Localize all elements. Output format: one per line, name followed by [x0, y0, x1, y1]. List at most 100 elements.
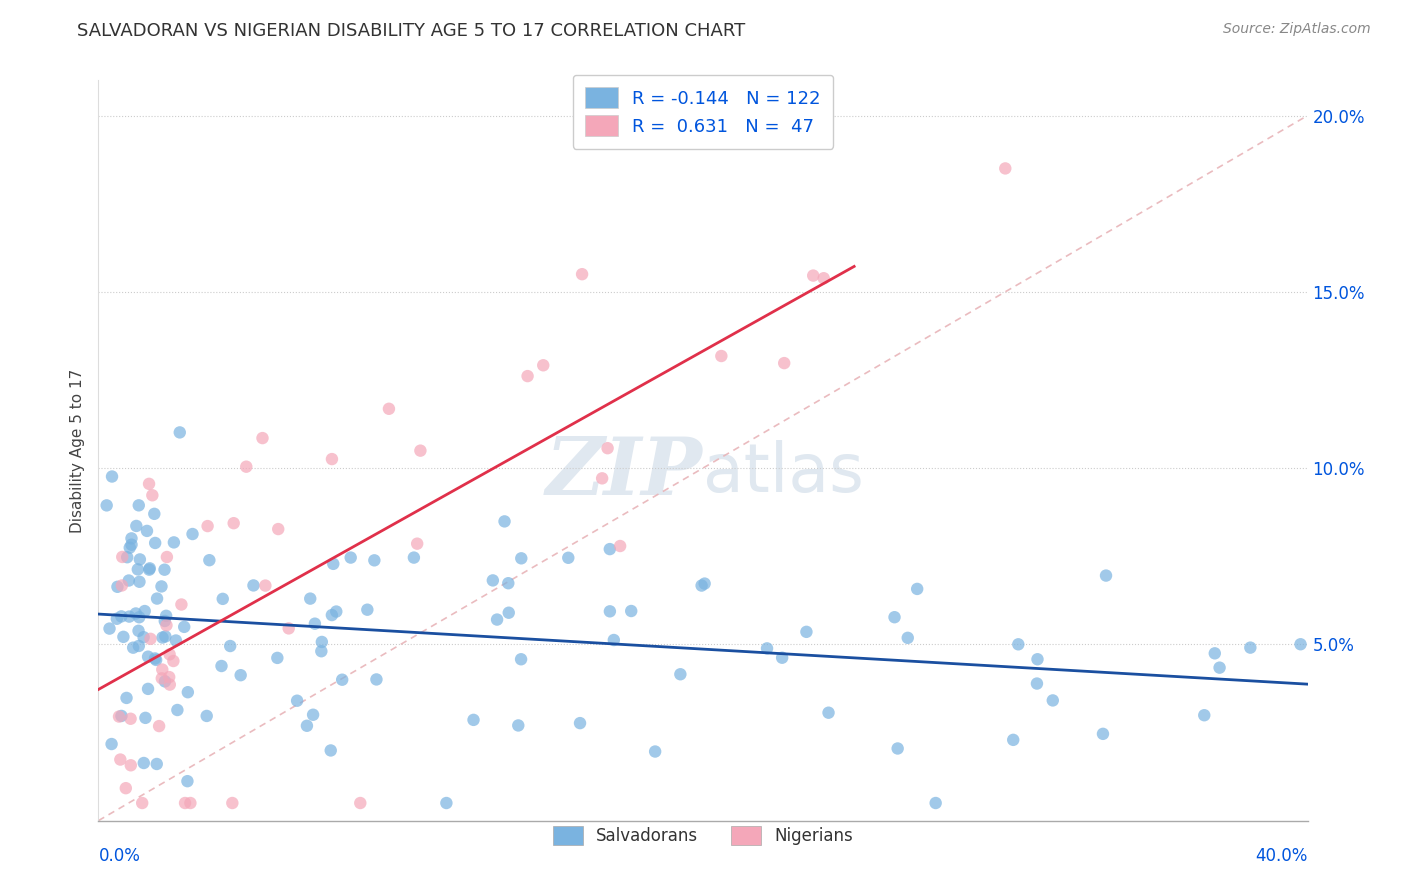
Point — [463, 713, 485, 727]
Point — [356, 603, 378, 617]
Point — [110, 709, 132, 723]
Point — [120, 758, 142, 772]
Point — [773, 356, 796, 370]
Point — [1091, 727, 1114, 741]
Point — [157, 670, 180, 684]
Point — [127, 562, 149, 576]
Point — [886, 741, 908, 756]
Point — [162, 654, 184, 668]
Point — [138, 476, 160, 491]
Point — [150, 579, 173, 593]
Point — [510, 652, 533, 666]
Point — [1208, 660, 1230, 674]
Point — [177, 685, 200, 699]
Point — [322, 557, 344, 571]
Point — [110, 609, 132, 624]
Text: 0.0%: 0.0% — [98, 847, 141, 864]
Point — [498, 606, 520, 620]
Point — [159, 677, 181, 691]
Point — [599, 604, 621, 618]
Point — [516, 369, 538, 384]
Point — [219, 639, 242, 653]
Point — [125, 607, 148, 621]
Point — [482, 574, 505, 588]
Point — [145, 756, 167, 771]
Point — [1026, 652, 1049, 666]
Point — [143, 651, 166, 665]
Point — [486, 613, 509, 627]
Point — [330, 673, 353, 687]
Point — [150, 671, 173, 685]
Text: atlas: atlas — [703, 440, 863, 506]
Point — [603, 633, 626, 648]
Point — [159, 648, 181, 662]
Point — [349, 796, 371, 810]
Point — [122, 640, 145, 655]
Point — [141, 488, 163, 502]
Point — [402, 550, 425, 565]
Point — [176, 774, 198, 789]
Point — [325, 605, 347, 619]
Point — [796, 624, 818, 639]
Point — [166, 703, 188, 717]
Point — [121, 532, 143, 546]
Point — [118, 541, 141, 555]
Point — [115, 690, 138, 705]
Point — [266, 651, 288, 665]
Point — [531, 359, 554, 373]
Text: ZIP: ZIP — [546, 434, 703, 511]
Point — [143, 536, 166, 550]
Point — [897, 631, 920, 645]
Point — [155, 608, 177, 623]
Point — [195, 709, 218, 723]
Point — [1239, 640, 1261, 655]
Text: SALVADORAN VS NIGERIAN DISABILITY AGE 5 TO 17 CORRELATION CHART: SALVADORAN VS NIGERIAN DISABILITY AGE 5 … — [77, 22, 745, 40]
Point — [510, 551, 533, 566]
Point — [150, 663, 173, 677]
Point — [591, 471, 613, 485]
Point — [143, 507, 166, 521]
Point — [905, 582, 928, 596]
Point — [710, 349, 733, 363]
Point — [107, 580, 129, 594]
Point — [114, 781, 136, 796]
Point — [153, 563, 176, 577]
Point — [756, 641, 779, 656]
Point — [163, 535, 186, 549]
Point — [1007, 637, 1029, 651]
Point — [1026, 676, 1049, 690]
Point — [211, 591, 233, 606]
Point — [134, 711, 156, 725]
Point — [134, 604, 156, 618]
Point — [508, 718, 530, 732]
Point — [125, 519, 148, 533]
Point — [801, 268, 824, 283]
Point — [98, 622, 121, 636]
Point — [229, 668, 252, 682]
Point — [994, 161, 1017, 176]
Point — [277, 621, 299, 635]
Point — [111, 549, 134, 564]
Point — [111, 578, 134, 592]
Point — [136, 681, 159, 696]
Point — [146, 591, 169, 606]
Point — [366, 673, 388, 687]
Point — [128, 574, 150, 589]
Point — [139, 561, 162, 575]
Point — [690, 578, 713, 592]
Point — [110, 753, 132, 767]
Point — [222, 516, 245, 531]
Point — [112, 630, 135, 644]
Point — [1204, 646, 1226, 660]
Point — [409, 443, 432, 458]
Point — [1194, 708, 1216, 723]
Point — [609, 539, 631, 553]
Point — [235, 459, 257, 474]
Point — [120, 712, 142, 726]
Point — [378, 401, 401, 416]
Point — [557, 550, 579, 565]
Point — [1002, 732, 1025, 747]
Point — [599, 542, 621, 557]
Point — [165, 633, 187, 648]
Point — [136, 649, 159, 664]
